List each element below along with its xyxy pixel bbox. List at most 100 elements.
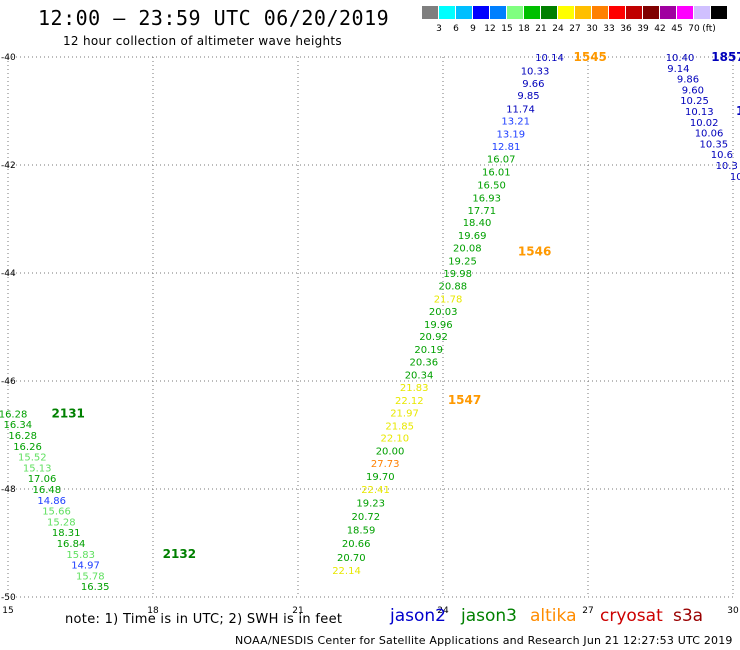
legend-swatch: [643, 6, 659, 19]
legend-swatch: [575, 6, 591, 19]
wave-height-value: 19.98: [443, 269, 472, 280]
lon-tick-label: 18: [147, 606, 159, 616]
legend-swatch: [660, 6, 676, 19]
wave-height-value: 16.28: [8, 431, 37, 442]
wave-height-value: 9.66: [522, 79, 544, 90]
legend-label: 36: [620, 24, 632, 34]
wave-height-value: 21.78: [434, 294, 463, 305]
legend-swatch: [626, 6, 642, 19]
wave-height-value: 14.97: [71, 561, 100, 572]
legend-label: 45: [671, 24, 683, 34]
wave-height-value: 21.85: [385, 421, 414, 432]
legend-swatch: [609, 6, 625, 19]
legend-swatch: [439, 6, 455, 19]
wave-height-value: 16.35: [81, 582, 110, 593]
track-time-label-partial: 1: [736, 104, 740, 118]
legend-swatch: [694, 6, 710, 19]
lon-tick-label: 15: [2, 606, 13, 616]
legend-unit: (ft): [702, 24, 716, 34]
legend-label: 21: [535, 24, 547, 34]
wave-height-value: 18.59: [347, 526, 376, 537]
legend-swatch: [456, 6, 472, 19]
wave-height-value: 13.21: [501, 117, 530, 128]
legend-label: 33: [603, 24, 615, 34]
wave-height-value: 19.25: [448, 257, 477, 268]
wave-height-value: 10.14: [535, 53, 564, 64]
legend-swatch: [592, 6, 608, 19]
wave-height-value: 16.50: [477, 180, 506, 191]
legend-swatch: [558, 6, 574, 19]
footer-credit: NOAA/NESDIS Center for Satellite Applica…: [235, 634, 733, 647]
wave-height-value: 19.96: [424, 320, 453, 331]
wave-height-value: 16.34: [4, 420, 33, 431]
legend-swatch: [541, 6, 557, 19]
wave-height-value: 10.40: [666, 53, 695, 64]
wave-height-value: 16.26: [13, 442, 42, 453]
legend-swatch: [490, 6, 506, 19]
wave-height-value: 15.66: [42, 507, 71, 518]
wave-height-value: 20.34: [405, 371, 434, 382]
wave-height-value: 17.06: [28, 474, 57, 485]
wave-height-value: 10.02: [690, 118, 719, 129]
legend-label: 9: [470, 24, 476, 34]
wave-height-value: 20.88: [439, 281, 468, 292]
legend-label: 3: [436, 24, 442, 34]
satellite-label-s3a: s3a: [673, 606, 704, 626]
wave-height-value: 20.92: [419, 332, 448, 343]
wave-height-value: 16.01: [482, 167, 511, 178]
wave-height-value: 16.48: [33, 485, 62, 496]
lat-tick-label: -44: [1, 269, 16, 279]
legend-swatch: [473, 6, 489, 19]
wave-height-value: 9.85: [517, 91, 539, 102]
wave-height-value: 22.14: [332, 566, 361, 577]
wave-height-value: 20.19: [414, 345, 443, 356]
wave-height-value: 10.6: [711, 150, 733, 161]
wave-height-value: 15.78: [76, 571, 105, 582]
wave-height-value: 21.83: [400, 383, 429, 394]
track-time-label: 1857: [711, 50, 740, 64]
wave-height-value: 16.28: [0, 409, 27, 420]
wave-height-value: 20.03: [429, 307, 458, 318]
wave-height-value: 10: [730, 172, 740, 183]
legend-swatch: [524, 6, 540, 19]
legend-label: 12: [484, 24, 496, 34]
lon-tick-label: 27: [582, 606, 593, 616]
wave-height-value: 15.13: [23, 463, 52, 474]
legend-swatch: [507, 6, 523, 19]
wave-height-value: 19.70: [366, 472, 395, 483]
lat-tick-label: -50: [1, 593, 16, 603]
legend-swatch: [711, 6, 727, 19]
wave-height-value: 22.12: [395, 396, 424, 407]
legend-label: 70: [688, 24, 700, 34]
wave-height-value: 22.41: [361, 485, 390, 496]
legend-label: 15: [501, 24, 513, 34]
wave-height-value: 18.40: [463, 218, 492, 229]
satellite-label-jason2: jason2: [390, 606, 446, 626]
wave-height-value: 19.69: [458, 231, 487, 242]
wave-height-value: 12.81: [492, 142, 521, 153]
wave-height-value: 17.71: [468, 206, 497, 217]
wave-height-value: 9.60: [682, 85, 704, 96]
wave-height-value: 11.74: [506, 104, 535, 115]
wave-height-value: 20.08: [453, 244, 482, 255]
legend-label: 18: [518, 24, 530, 34]
lon-tick-label: 21: [292, 606, 303, 616]
wave-height-value: 20.66: [342, 539, 371, 550]
wave-height-value: 15.28: [47, 517, 76, 528]
legend-swatch: [677, 6, 693, 19]
wave-height-value: 27.73: [371, 459, 400, 470]
track-time-label: 1547: [448, 393, 481, 407]
track-time-label: 1545: [574, 50, 607, 64]
legend-label: 30: [586, 24, 598, 34]
satellite-label-jason3: jason3: [461, 606, 517, 626]
wave-height-value: 14.86: [37, 496, 66, 507]
legend-label: 6: [453, 24, 459, 34]
wave-height-value: 16.84: [57, 539, 86, 550]
wave-height-value: 9.86: [677, 75, 699, 86]
wave-height-value: 16.07: [487, 155, 516, 166]
lat-tick-label: -40: [1, 53, 16, 63]
lat-tick-label: -46: [1, 377, 16, 387]
lon-tick-label: 24: [437, 606, 449, 616]
wave-height-value: 20.70: [337, 553, 366, 564]
